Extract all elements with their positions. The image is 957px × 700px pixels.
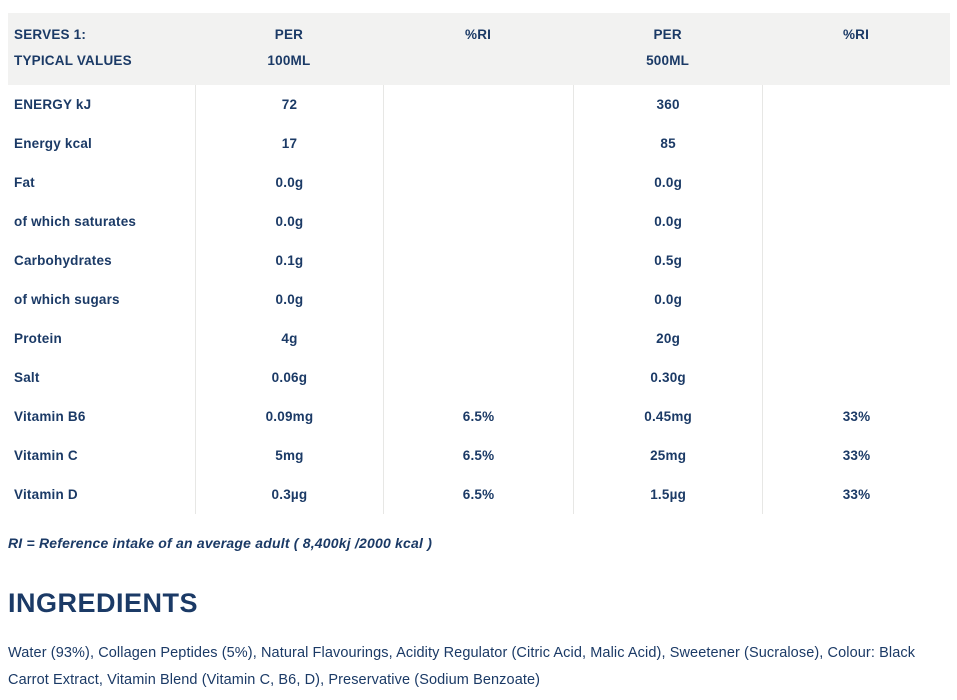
ri-100ml-value: 6.5% — [382, 397, 573, 436]
ri-500ml-value: 33% — [762, 475, 950, 514]
nutrient-label: Protein — [14, 331, 62, 346]
ri-100ml-value: 6.5% — [382, 475, 573, 514]
per-500ml-value: 1.5µg — [573, 475, 762, 514]
nutrient-label: of which sugars — [14, 292, 120, 307]
per-100ml-value: 0.1g — [194, 241, 383, 280]
nutrient-label: Vitamin D — [14, 487, 78, 502]
header-serves-typical-values: SERVES 1: TYPICAL VALUES — [14, 27, 132, 68]
per-500ml-value: 360 — [573, 85, 762, 124]
header-per-100ml: PER 100ML — [267, 27, 311, 68]
ri-500ml-value — [762, 280, 950, 319]
per-100ml-value: 17 — [194, 124, 383, 163]
per-100ml-value: 4g — [194, 319, 383, 358]
table-row: Fat 0.0g 0.0g — [8, 163, 950, 202]
per-500ml-value: 0.45mg — [573, 397, 762, 436]
table-row: Carbohydrates 0.1g 0.5g — [8, 241, 950, 280]
per-500ml-value: 0.30g — [573, 358, 762, 397]
nutrient-label: Fat — [14, 175, 35, 190]
table-body: ENERGY kJ 72 360 Energy kcal 17 85 Fat 0… — [8, 85, 950, 514]
ri-500ml-value — [762, 241, 950, 280]
ri-500ml-value — [762, 319, 950, 358]
nutrient-label: Salt — [14, 370, 40, 385]
ri-500ml-value — [762, 85, 950, 124]
table-row: of which saturates 0.0g 0.0g — [8, 202, 950, 241]
table-row: Energy kcal 17 85 — [8, 124, 950, 163]
per-100ml-value: 5mg — [194, 436, 383, 475]
ri-500ml-value: 33% — [762, 436, 950, 475]
nutrient-label: Carbohydrates — [14, 253, 112, 268]
nutrient-label: Vitamin C — [14, 448, 78, 463]
ri-500ml-value — [762, 358, 950, 397]
per-100ml-value: 0.09mg — [194, 397, 383, 436]
header-per-500ml: PER 500ML — [646, 27, 690, 68]
table-row: Vitamin D 0.3µg 6.5% 1.5µg 33% — [8, 475, 950, 514]
ri-100ml-value — [382, 163, 573, 202]
per-100ml-value: 0.06g — [194, 358, 383, 397]
header-ri-500ml: %RI — [842, 27, 870, 42]
reference-intake-footnote: RI = Reference intake of an average adul… — [8, 535, 433, 551]
nutrient-label: Energy kcal — [14, 136, 92, 151]
table-row: ENERGY kJ 72 360 — [8, 85, 950, 124]
header-ri-100ml: %RI — [464, 27, 492, 42]
ri-100ml-value — [382, 280, 573, 319]
per-500ml-value: 20g — [573, 319, 762, 358]
nutrition-table: SERVES 1: TYPICAL VALUES PER 100ML %RI P… — [8, 13, 950, 514]
per-500ml-value: 25mg — [573, 436, 762, 475]
ri-500ml-value — [762, 124, 950, 163]
ri-100ml-value — [382, 124, 573, 163]
ingredients-text: Water (93%), Collagen Peptides (5%), Nat… — [8, 645, 916, 688]
table-row: Vitamin C 5mg 6.5% 25mg 33% — [8, 436, 950, 475]
per-100ml-value: 0.0g — [194, 202, 383, 241]
per-100ml-value: 0.0g — [194, 163, 383, 202]
ri-100ml-value — [382, 241, 573, 280]
per-100ml-value: 72 — [194, 85, 383, 124]
per-500ml-value: 0.0g — [573, 202, 762, 241]
table-row: Protein 4g 20g — [8, 319, 950, 358]
table-row: of which sugars 0.0g 0.0g — [8, 280, 950, 319]
per-100ml-value: 0.3µg — [194, 475, 383, 514]
per-500ml-value: 85 — [573, 124, 762, 163]
table-row: Vitamin B6 0.09mg 6.5% 0.45mg 33% — [8, 397, 950, 436]
per-100ml-value: 0.0g — [194, 280, 383, 319]
ri-100ml-value — [382, 85, 573, 124]
nutrient-label: ENERGY kJ — [14, 97, 92, 112]
per-500ml-value: 0.0g — [573, 163, 762, 202]
ri-100ml-value: 6.5% — [382, 436, 573, 475]
ri-500ml-value — [762, 202, 950, 241]
per-500ml-value: 0.0g — [573, 280, 762, 319]
table-header: SERVES 1: TYPICAL VALUES PER 100ML %RI P… — [8, 13, 950, 85]
ri-500ml-value: 33% — [762, 397, 950, 436]
ri-500ml-value — [762, 163, 950, 202]
ri-100ml-value — [382, 319, 573, 358]
nutrient-label: Vitamin B6 — [14, 409, 86, 424]
per-500ml-value: 0.5g — [573, 241, 762, 280]
ri-100ml-value — [382, 358, 573, 397]
ri-100ml-value — [382, 202, 573, 241]
nutrient-label: of which saturates — [14, 214, 137, 229]
ingredients-title: INGREDIENTS — [8, 588, 199, 618]
table-row: Salt 0.06g 0.30g — [8, 358, 950, 397]
